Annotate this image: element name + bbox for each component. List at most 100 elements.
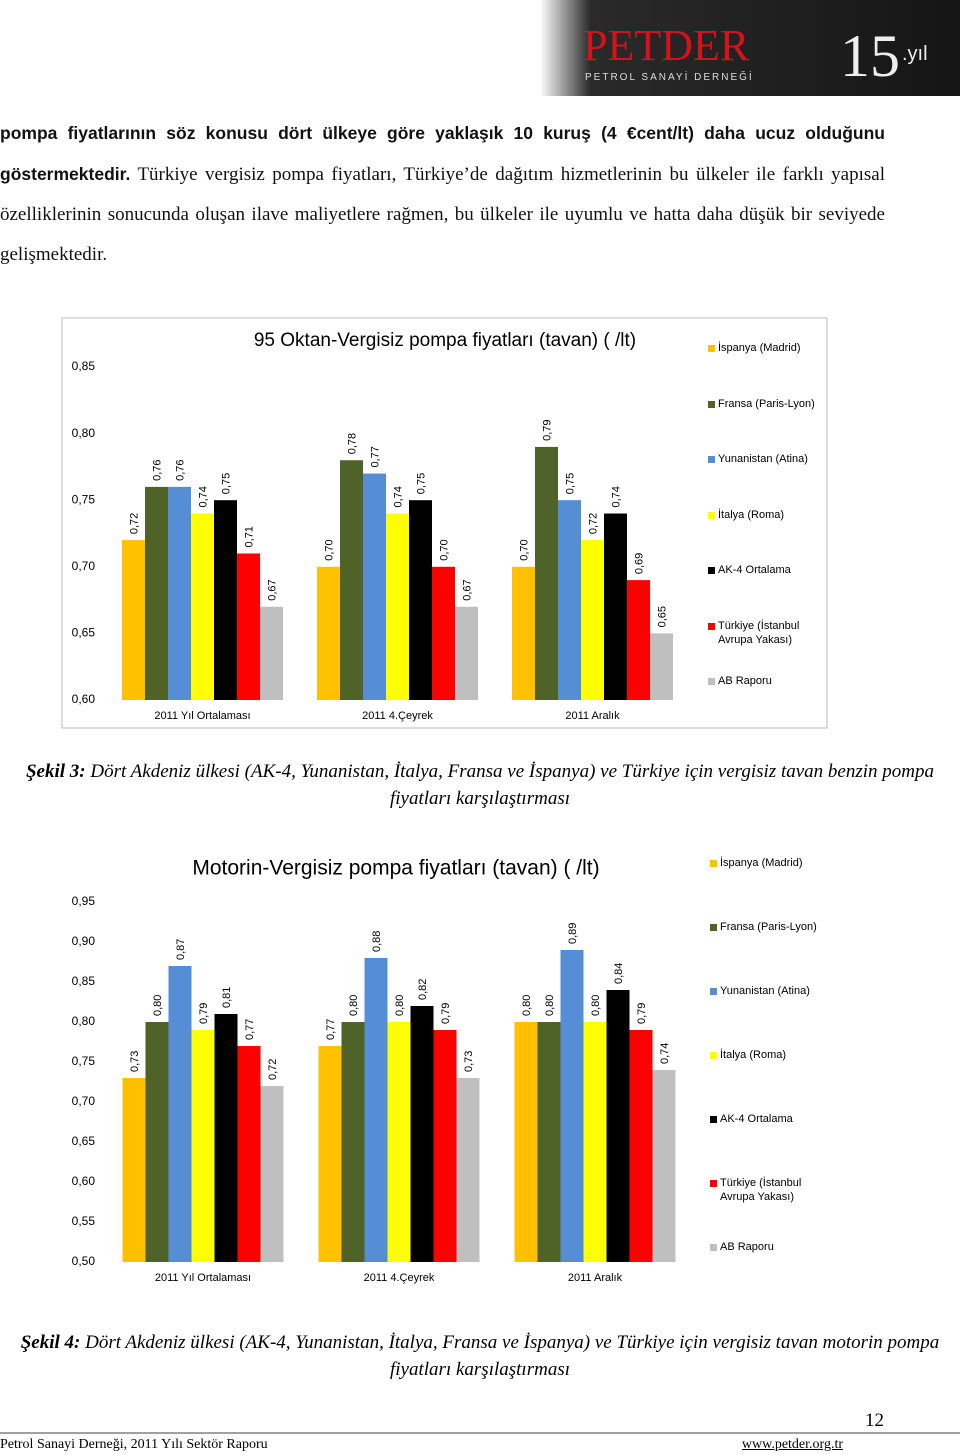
chart-title: Motorin-Vergisiz pompa fiyatları (tavan)… <box>192 857 599 880</box>
bar <box>191 1030 215 1262</box>
legend-entry: Yunanistan (Atina) <box>710 984 820 998</box>
value-label: 0,75 <box>565 473 577 494</box>
value-label: 0,74 <box>659 1043 671 1064</box>
legend-entry: İtalya (Roma) <box>708 508 818 522</box>
body-text: Türkiye vergisiz pompa fiyatları, Türkiy… <box>0 164 885 265</box>
y-tick-label: 0,95 <box>72 894 96 908</box>
value-label: 0,65 <box>657 606 669 627</box>
footer-link[interactable]: www.petder.org.tr <box>741 1437 843 1452</box>
value-label: 0,77 <box>325 1019 337 1040</box>
legend-label: AK-4 Ortalama <box>720 1113 793 1125</box>
legend-entry: Türkiye (İstanbul Avrupa Yakası) <box>708 619 818 647</box>
value-label: 0,73 <box>463 1051 475 1072</box>
legend-swatch <box>708 622 715 630</box>
body-paragraph: pompa fiyatlarının söz konusu dört ülkey… <box>0 113 885 275</box>
bar <box>237 553 260 700</box>
bar <box>341 1022 365 1262</box>
bar <box>364 958 388 1262</box>
legend-swatch <box>708 345 715 352</box>
bar <box>537 1022 561 1262</box>
value-label: 0,67 <box>462 579 474 600</box>
y-tick-label: 0,55 <box>72 1214 96 1228</box>
bar <box>260 606 283 700</box>
legend-label: Türkiye (İstanbul Avrupa Yakası) <box>718 619 800 646</box>
bar <box>650 633 673 700</box>
bar <box>317 566 340 700</box>
chart-title: 95 Oktan-Vergisiz pompa fiyatları (tavan… <box>254 330 636 351</box>
bar <box>433 1030 457 1262</box>
legend-entry: AK-4 Ortalama <box>710 1112 820 1126</box>
y-tick-label: 0,65 <box>72 1134 96 1148</box>
legend-swatch <box>708 511 715 519</box>
value-label: 0,76 <box>152 459 164 480</box>
bar <box>627 580 650 700</box>
legend-label: İtalya (Roma) <box>718 508 785 521</box>
bar <box>629 1030 653 1262</box>
value-label: 0,84 <box>613 963 625 984</box>
legend-entry: İspanya (Madrid) <box>708 341 818 355</box>
legend-swatch <box>710 924 717 931</box>
legend-entry: Fransa (Paris-Lyon) <box>710 920 820 934</box>
bar <box>455 606 478 700</box>
value-label: 0,77 <box>370 446 382 467</box>
value-label: 0,70 <box>439 539 451 560</box>
legend-swatch <box>710 860 717 867</box>
y-tick-label: 0,75 <box>72 1054 96 1068</box>
legend-entry: Yunanistan (Atina) <box>708 452 818 466</box>
legend-swatch <box>710 1052 717 1059</box>
value-label: 0,80 <box>152 995 164 1016</box>
value-label: 0,89 <box>567 923 579 944</box>
value-label: 0,79 <box>636 1003 648 1024</box>
bar <box>432 566 455 700</box>
bar <box>583 1022 607 1262</box>
bar <box>214 500 237 700</box>
value-label: 0,80 <box>590 995 602 1016</box>
legend-label: İtalya (Roma) <box>720 1049 787 1061</box>
footer-left: Petrol Sanayi Derneği, 2011 Yılı Sektör … <box>0 1437 268 1452</box>
legend-label: AK-4 Ortalama <box>718 564 791 576</box>
value-label: 0,69 <box>634 553 646 574</box>
y-tick-label: 0,65 <box>72 626 96 640</box>
value-label: 0,81 <box>221 987 233 1008</box>
bar <box>145 1022 169 1262</box>
bar <box>456 1078 480 1262</box>
value-label: 0,74 <box>393 486 405 507</box>
y-tick-label: 0,70 <box>72 559 96 573</box>
bar <box>318 1046 342 1262</box>
value-label: 0,87 <box>175 939 187 960</box>
bar <box>410 1006 434 1262</box>
y-tick-label: 0,75 <box>72 492 96 506</box>
legend-entry: İtalya (Roma) <box>710 1048 820 1062</box>
logo-number: 15 <box>840 23 900 89</box>
y-tick-label: 0,85 <box>72 359 96 373</box>
legend-label: Fransa (Paris-Lyon) <box>718 397 815 410</box>
value-label: 0,79 <box>542 419 554 440</box>
value-label: 0,71 <box>244 526 256 547</box>
legend-entry: Fransa (Paris-Lyon) <box>708 397 818 411</box>
value-label: 0,78 <box>347 433 359 454</box>
page-number: 12 <box>865 1410 884 1431</box>
bar <box>606 990 630 1262</box>
bar <box>514 1022 538 1262</box>
value-label: 0,82 <box>417 979 429 1000</box>
legend-swatch <box>710 1116 717 1123</box>
legend-swatch <box>710 1180 717 1187</box>
legend-entry: İspanya (Madrid) <box>710 856 820 870</box>
value-label: 0,79 <box>440 1003 452 1024</box>
value-label: 0,73 <box>129 1051 141 1072</box>
caption-label: Şekil 3: <box>25 761 86 782</box>
value-label: 0,75 <box>416 473 428 494</box>
legend-swatch <box>710 1244 717 1251</box>
y-tick-label: 0,60 <box>72 692 96 706</box>
value-label: 0,80 <box>394 995 406 1016</box>
caption-text: Dört Akdeniz ülkesi (AK-4, Yunanistan, İ… <box>85 1332 940 1380</box>
value-label: 0,79 <box>198 1003 210 1024</box>
x-tick-label: 2011 Yıl Ortalaması <box>154 710 250 722</box>
bar <box>558 500 581 700</box>
x-tick-label: 2011 Aralık <box>565 710 620 722</box>
y-tick-label: 0,80 <box>72 1014 96 1028</box>
bar <box>387 1022 411 1262</box>
legend-swatch <box>708 567 715 574</box>
legend-label: AB Raporu <box>718 675 772 687</box>
legend-swatch <box>708 456 715 463</box>
